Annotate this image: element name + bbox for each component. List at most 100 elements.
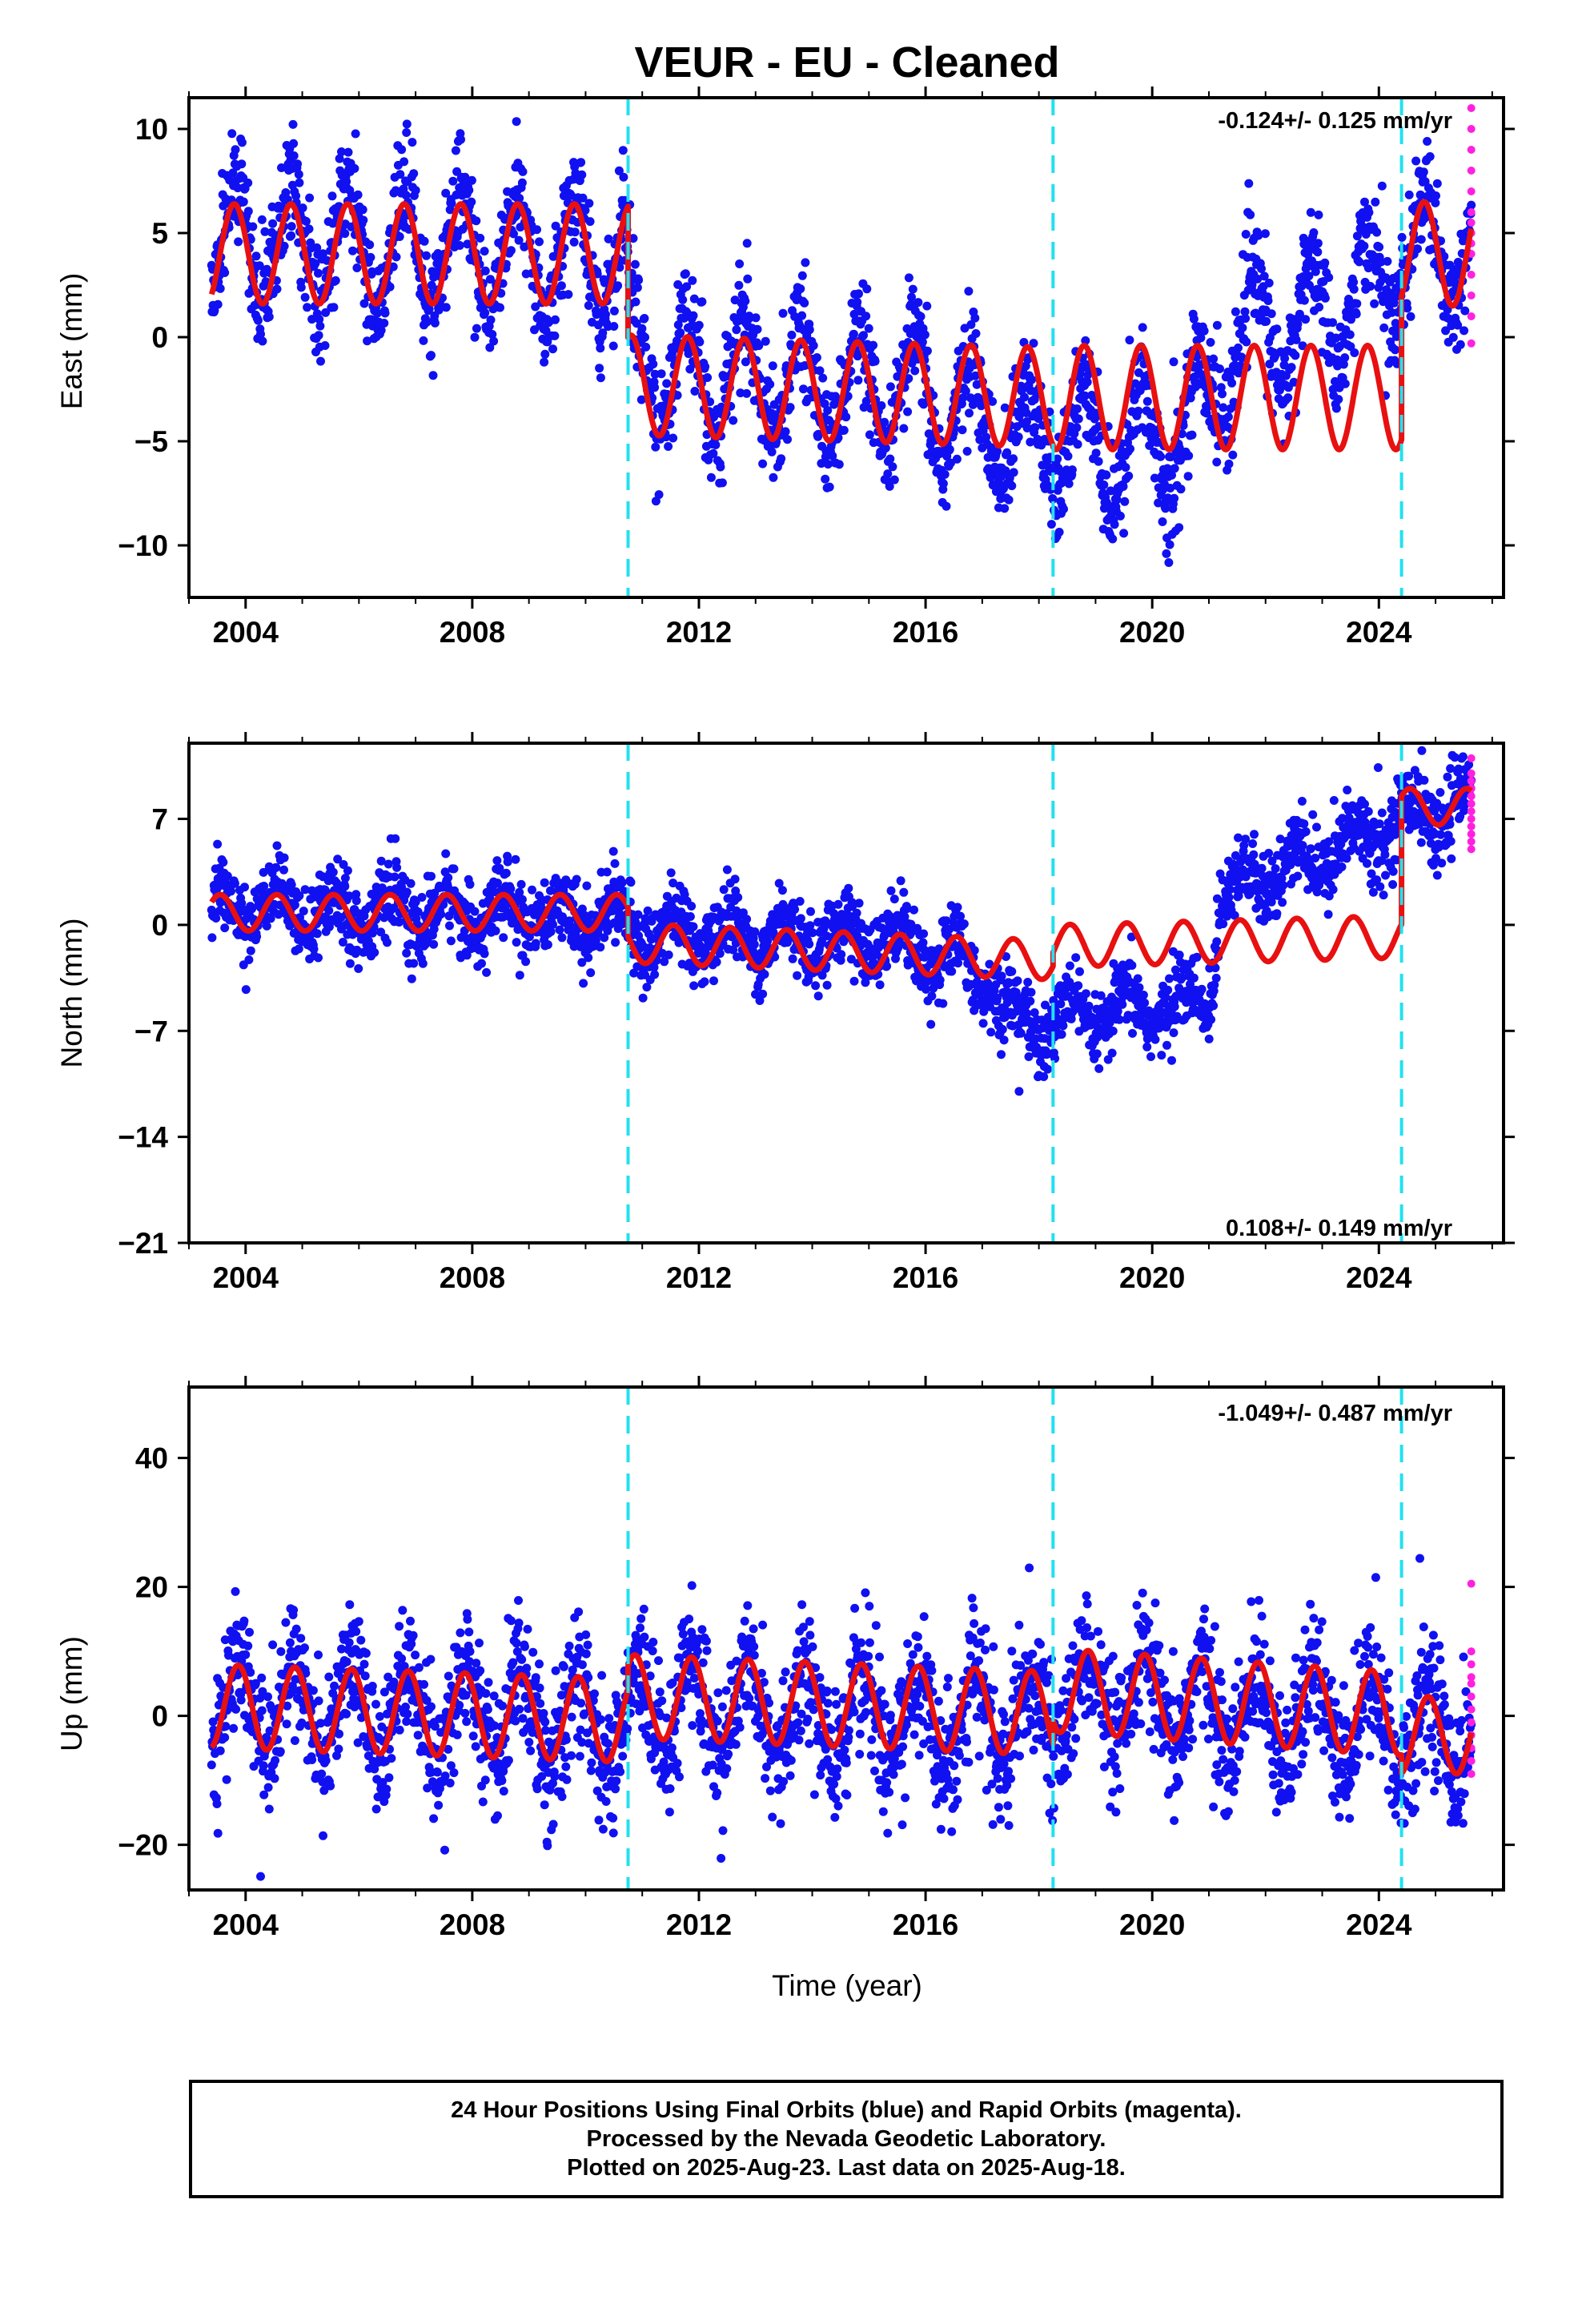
- east-point: [812, 353, 821, 362]
- east-point: [777, 454, 786, 464]
- north-point: [1306, 844, 1315, 854]
- east-point: [257, 215, 267, 224]
- east-point: [480, 308, 490, 318]
- east-point: [312, 243, 322, 252]
- north-point: [999, 1035, 1009, 1045]
- north-point: [953, 903, 962, 912]
- east-point: [220, 268, 230, 277]
- east-point: [584, 199, 594, 208]
- east-point: [988, 396, 998, 406]
- east-point: [460, 172, 470, 182]
- east-point: [509, 229, 518, 239]
- east-point: [314, 331, 323, 340]
- east-point: [917, 337, 927, 347]
- east-point: [307, 315, 317, 324]
- east-point: [729, 416, 738, 425]
- east-point: [913, 298, 923, 308]
- north-point: [875, 980, 885, 990]
- east-x-tick-label: 2020: [1119, 616, 1185, 649]
- east-point: [964, 287, 974, 296]
- east-point: [1313, 239, 1323, 248]
- north-point: [579, 979, 588, 988]
- east-point: [570, 227, 580, 237]
- north-point: [935, 975, 945, 985]
- north-point: [211, 914, 221, 923]
- east-x-tick-label: 2004: [213, 616, 279, 649]
- east-point: [801, 258, 810, 267]
- east-point: [1174, 443, 1184, 452]
- east-rapid-point: [1467, 146, 1476, 154]
- north-point: [805, 939, 814, 949]
- east-point: [1349, 284, 1359, 294]
- north-point: [1043, 1064, 1053, 1074]
- north-point: [540, 878, 549, 887]
- east-point: [400, 157, 409, 167]
- north-point: [602, 867, 612, 877]
- east-point: [745, 312, 754, 321]
- north-point: [666, 868, 676, 878]
- east-point: [1306, 207, 1315, 217]
- east-point: [335, 154, 344, 163]
- east-point: [1106, 486, 1115, 496]
- east-point: [1241, 314, 1251, 324]
- north-point: [617, 878, 627, 887]
- north-point: [896, 876, 905, 886]
- east-point: [741, 296, 750, 306]
- east-point: [768, 361, 777, 371]
- east-point: [958, 393, 968, 403]
- east-rapid-point: [1467, 271, 1476, 279]
- east-point: [1000, 403, 1010, 412]
- east-point: [311, 259, 320, 268]
- east-point: [781, 427, 790, 436]
- north-point: [220, 923, 230, 933]
- east-point: [734, 280, 744, 290]
- east-final-orbit-points: [207, 117, 1476, 567]
- north-point: [610, 858, 620, 868]
- east-point: [916, 312, 926, 321]
- east-point: [862, 284, 872, 294]
- north-point: [899, 887, 909, 897]
- east-point: [304, 224, 314, 234]
- east-point: [496, 303, 504, 312]
- east-point: [441, 188, 451, 198]
- east-point: [569, 237, 579, 247]
- east-point: [883, 469, 893, 479]
- north-point: [543, 940, 552, 950]
- east-point: [716, 462, 725, 472]
- east-point: [1189, 314, 1199, 324]
- east-point: [1067, 465, 1077, 475]
- east-rapid-point: [1467, 187, 1476, 195]
- north-point: [340, 874, 350, 883]
- east-point: [904, 374, 913, 384]
- east-point: [1413, 244, 1422, 254]
- north-point: [219, 858, 228, 867]
- east-point: [1167, 470, 1176, 480]
- north-point: [742, 915, 752, 924]
- east-point: [1094, 456, 1103, 466]
- east-point: [380, 308, 390, 318]
- north-point: [1301, 827, 1311, 836]
- north-point: [516, 879, 526, 889]
- east-point: [464, 186, 474, 195]
- east-point: [600, 278, 609, 287]
- north-point: [1134, 983, 1144, 992]
- east-point: [742, 239, 752, 248]
- north-point: [407, 974, 416, 983]
- north-point: [1023, 978, 1033, 987]
- east-point: [351, 129, 360, 139]
- north-point: [1128, 1028, 1137, 1038]
- north-data-layer: [207, 746, 1476, 1096]
- east-point: [678, 295, 688, 304]
- east-point: [799, 384, 808, 394]
- east-point: [1174, 523, 1184, 533]
- east-point: [1121, 463, 1130, 472]
- north-point: [1094, 1063, 1104, 1073]
- east-point: [359, 299, 369, 308]
- east-point: [385, 282, 395, 292]
- east-point: [778, 308, 788, 318]
- north-point: [886, 886, 896, 895]
- east-point: [556, 281, 566, 291]
- east-point: [1072, 423, 1082, 432]
- east-point: [688, 275, 697, 285]
- north-point: [1013, 976, 1022, 986]
